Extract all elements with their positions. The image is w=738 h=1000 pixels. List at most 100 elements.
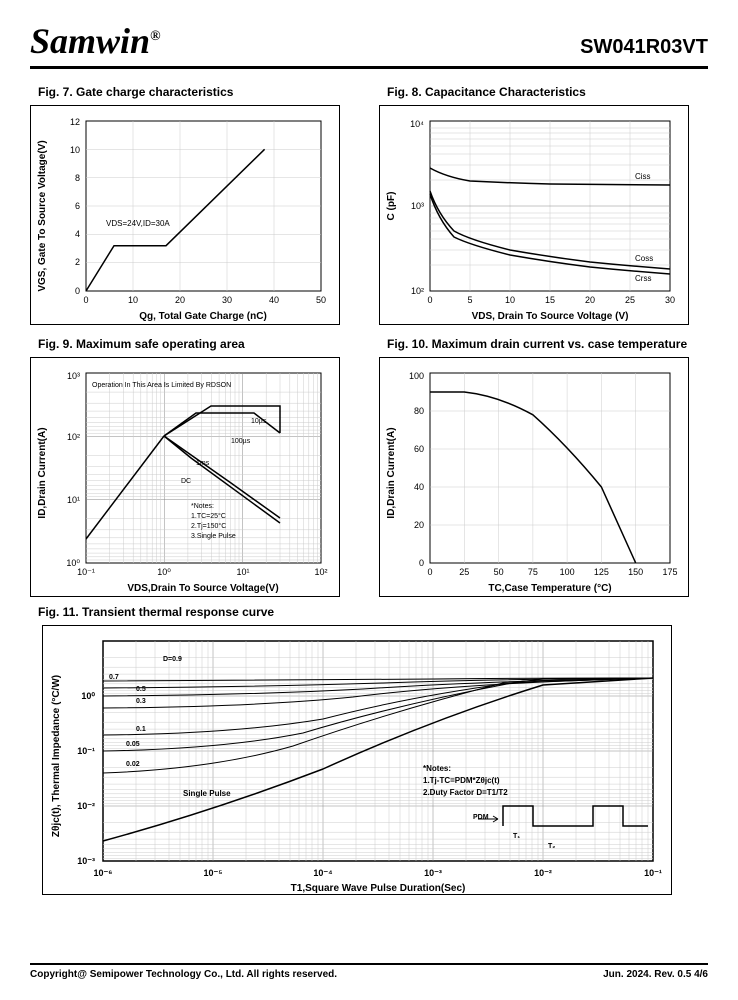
- svg-text:50: 50: [494, 567, 504, 577]
- svg-text:VDS, Drain To Source Voltage (: VDS, Drain To Source Voltage (V): [472, 311, 629, 322]
- page-footer: Copyright@ Semipower Technology Co., Ltd…: [30, 963, 708, 980]
- svg-text:0.02: 0.02: [126, 761, 140, 768]
- svg-text:2.Tj=150°C: 2.Tj=150°C: [191, 522, 226, 530]
- svg-text:0.3: 0.3: [136, 698, 146, 705]
- footer-left: Copyright@ Semipower Technology Co., Ltd…: [30, 969, 337, 980]
- svg-text:10²: 10²: [411, 286, 424, 296]
- svg-text:40: 40: [414, 482, 424, 492]
- svg-text:20: 20: [175, 295, 185, 305]
- footer-right: Jun. 2024. Rev. 0.5 4/6: [603, 969, 708, 980]
- svg-text:10²: 10²: [314, 567, 327, 577]
- svg-text:10⁴: 10⁴: [410, 119, 424, 129]
- svg-text:0: 0: [75, 286, 80, 296]
- svg-text:C (pF): C (pF): [386, 192, 397, 221]
- svg-text:T1,Square Wave Pulse Duration(: T1,Square Wave Pulse Duration(Sec): [291, 883, 466, 894]
- svg-text:10⁰: 10⁰: [66, 558, 80, 568]
- svg-text:100µs: 100µs: [231, 438, 251, 445]
- svg-text:10: 10: [128, 295, 138, 305]
- fig7-chart: VDS=24V,ID=30A 0 10 20 30 40 50 0 2 4 6 …: [30, 105, 340, 325]
- svg-text:10µs: 10µs: [251, 418, 267, 425]
- svg-text:10⁻⁶: 10⁻⁶: [94, 868, 113, 878]
- svg-text:Coss: Coss: [635, 254, 653, 263]
- svg-text:10¹: 10¹: [67, 495, 80, 505]
- svg-text:0: 0: [427, 295, 432, 305]
- svg-text:10⁻²: 10⁻²: [534, 868, 552, 878]
- svg-text:0.5: 0.5: [136, 686, 146, 693]
- svg-text:12: 12: [70, 117, 80, 127]
- svg-text:10: 10: [505, 295, 515, 305]
- fig10-chart: 0 25 50 75 100 125 150 175 0 20 40 60 80…: [379, 357, 689, 597]
- svg-text:*Notes:: *Notes:: [423, 764, 451, 773]
- part-number: SW041R03VT: [580, 36, 708, 59]
- svg-text:0.05: 0.05: [126, 741, 140, 748]
- svg-text:0.1: 0.1: [136, 726, 146, 733]
- svg-text:Single Pulse: Single Pulse: [183, 789, 231, 798]
- fig9-chart: Operation In This Area Is Limited By RDS…: [30, 357, 340, 597]
- logo: Samwin®: [30, 20, 161, 62]
- svg-text:80: 80: [414, 406, 424, 416]
- svg-text:*Notes:: *Notes:: [191, 503, 214, 510]
- svg-text:1.Tj-TC=PDM*Zθjc(t): 1.Tj-TC=PDM*Zθjc(t): [423, 776, 500, 785]
- svg-text:30: 30: [222, 295, 232, 305]
- svg-text:30: 30: [665, 295, 675, 305]
- logo-sup: ®: [150, 29, 160, 44]
- svg-text:2.Duty Factor D=T1/T2: 2.Duty Factor D=T1/T2: [423, 788, 508, 797]
- svg-text:10: 10: [70, 145, 80, 155]
- svg-text:3.Single Pulse: 3.Single Pulse: [191, 533, 236, 540]
- fig7-title: Fig. 7. Gate charge characteristics: [38, 85, 359, 99]
- svg-text:1ms: 1ms: [196, 460, 210, 467]
- svg-text:10⁻¹: 10⁻¹: [77, 567, 95, 577]
- svg-text:1.TC=25°C: 1.TC=25°C: [191, 512, 226, 520]
- page-header: Samwin® SW041R03VT: [30, 20, 708, 69]
- svg-text:10⁻⁵: 10⁻⁵: [204, 868, 223, 878]
- svg-text:75: 75: [528, 567, 538, 577]
- svg-text:10⁻⁴: 10⁻⁴: [313, 868, 332, 878]
- svg-text:25: 25: [459, 567, 469, 577]
- svg-text:Ciss: Ciss: [635, 172, 651, 181]
- svg-text:50: 50: [316, 295, 326, 305]
- svg-text:125: 125: [594, 567, 609, 577]
- svg-text:10⁻²: 10⁻²: [77, 801, 95, 811]
- svg-text:15: 15: [545, 295, 555, 305]
- svg-text:0.7: 0.7: [109, 674, 119, 681]
- svg-text:0: 0: [427, 567, 432, 577]
- fig8-title: Fig. 8. Capacitance Characteristics: [387, 85, 708, 99]
- svg-text:100: 100: [409, 371, 424, 381]
- svg-text:Zθjc(t), Thermal Impedance (°C: Zθjc(t), Thermal Impedance (°C/W): [51, 675, 62, 837]
- svg-text:Crss: Crss: [635, 274, 651, 283]
- svg-text:20: 20: [585, 295, 595, 305]
- svg-text:8: 8: [75, 173, 80, 183]
- svg-text:T₁: T₁: [513, 833, 520, 840]
- svg-text:TC,Case Temperature (°C): TC,Case Temperature (°C): [488, 583, 611, 594]
- fig9-title: Fig. 9. Maximum safe operating area: [38, 337, 359, 351]
- svg-text:10³: 10³: [67, 371, 80, 381]
- fig10-title: Fig. 10. Maximum drain current vs. case …: [387, 337, 708, 351]
- fig7-annot: VDS=24V,ID=30A: [106, 219, 170, 228]
- svg-text:5: 5: [467, 295, 472, 305]
- svg-text:10²: 10²: [67, 432, 80, 442]
- svg-text:175: 175: [662, 567, 677, 577]
- svg-text:6: 6: [75, 201, 80, 211]
- svg-text:VDS,Drain To Source Voltage(V): VDS,Drain To Source Voltage(V): [127, 583, 278, 594]
- svg-text:40: 40: [269, 295, 279, 305]
- svg-text:PDM: PDM: [473, 814, 489, 821]
- svg-text:25: 25: [625, 295, 635, 305]
- fig11-title: Fig. 11. Transient thermal response curv…: [38, 605, 708, 619]
- fig11-chart: D=0.9 0.7 0.5 0.3 0.1 0.05 0.02 Single P…: [42, 625, 672, 895]
- svg-text:4: 4: [75, 229, 80, 239]
- svg-text:150: 150: [628, 567, 643, 577]
- svg-text:10⁰: 10⁰: [157, 567, 171, 577]
- logo-text: Samwin: [30, 21, 150, 61]
- svg-text:ID,Drain Current(A): ID,Drain Current(A): [37, 427, 48, 518]
- svg-text:ID,Drain Current(A): ID,Drain Current(A): [386, 427, 397, 518]
- svg-text:10⁰: 10⁰: [81, 691, 95, 701]
- svg-text:Operation In This Area Is Limi: Operation In This Area Is Limited By RDS…: [92, 382, 231, 389]
- svg-text:10⁻³: 10⁻³: [424, 868, 442, 878]
- svg-text:DC: DC: [181, 478, 191, 485]
- svg-text:10⁻¹: 10⁻¹: [644, 868, 662, 878]
- svg-text:VGS, Gate To Source Voltage(V): VGS, Gate To Source Voltage(V): [37, 140, 48, 291]
- svg-text:60: 60: [414, 444, 424, 454]
- svg-text:10⁻³: 10⁻³: [77, 856, 95, 866]
- fig8-chart: Ciss Coss Crss 0 5 10 15 20 25 30 10² 10…: [379, 105, 689, 325]
- svg-text:10¹: 10¹: [236, 567, 249, 577]
